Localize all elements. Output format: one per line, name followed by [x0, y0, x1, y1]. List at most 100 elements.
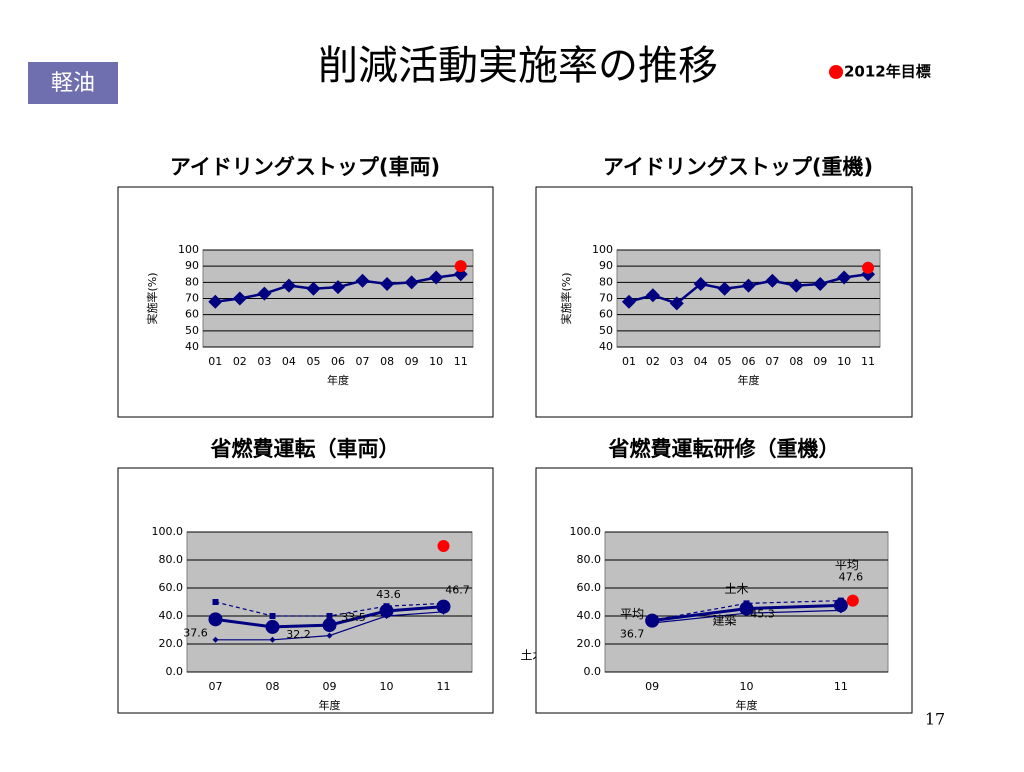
x-axis-label: 年度 — [327, 373, 349, 387]
badge-box — [28, 62, 118, 104]
y-tick-label: 20.0 — [577, 637, 602, 650]
data-point — [669, 296, 684, 311]
target-point — [846, 594, 859, 607]
y-tick-label: 90 — [185, 259, 199, 272]
x-tick-label: 03 — [670, 355, 684, 368]
x-tick-label: 07 — [209, 680, 223, 693]
data-point — [269, 636, 276, 643]
data-point — [326, 632, 333, 639]
x-tick-label: 11 — [437, 680, 451, 693]
y-tick-label: 40 — [185, 340, 199, 353]
x-tick-label: 08 — [789, 355, 803, 368]
data-point — [837, 270, 852, 285]
data-label: 36.7 — [620, 628, 645, 641]
badge: 軽油 — [51, 71, 95, 96]
x-tick-label: 05 — [306, 355, 320, 368]
x-tick-label: 09 — [323, 680, 337, 693]
series-label: 平均 — [620, 607, 644, 621]
data-point — [331, 280, 345, 295]
y-tick-label: 60 — [599, 308, 613, 321]
y-tick-label: 90 — [599, 259, 613, 272]
series-label: 建築 — [712, 613, 736, 628]
x-tick-label: 08 — [380, 355, 394, 368]
y-axis-label: 実施率(%) — [559, 272, 573, 324]
y-tick-label: 80 — [185, 275, 199, 288]
data-point — [765, 273, 780, 288]
data-point — [741, 278, 756, 293]
y-tick-label: 100 — [592, 243, 613, 256]
legend-label: 2012年目標 — [844, 63, 931, 81]
y-tick-label: 70 — [185, 292, 199, 305]
y-tick-label: 40 — [599, 340, 613, 353]
y-tick-label: 60.0 — [577, 581, 602, 594]
data-label: 45.3 — [750, 608, 775, 621]
data-point — [257, 286, 272, 301]
data-point — [281, 278, 296, 293]
chart-title: 省燃費運転研修（重機） — [608, 437, 840, 461]
x-tick-label: 06 — [331, 355, 345, 368]
target-point — [437, 540, 450, 552]
y-tick-label: 50 — [185, 324, 199, 337]
y-tick-label: 80 — [599, 275, 613, 288]
data-point — [739, 601, 754, 616]
x-tick-label: 09 — [813, 355, 827, 368]
x-tick-label: 10 — [429, 355, 443, 368]
chart-title: アイドリングストップ(重機) — [603, 155, 873, 179]
y-tick-label: 80.0 — [159, 553, 184, 566]
y-tick-label: 50 — [599, 324, 613, 337]
data-label: 47.6 — [839, 570, 864, 583]
x-axis-label: 年度 — [736, 698, 758, 712]
data-point — [208, 612, 223, 627]
data-point — [379, 603, 394, 618]
data-point — [645, 288, 660, 303]
data-point — [833, 598, 848, 613]
data-point — [436, 599, 451, 614]
x-tick-label: 10 — [380, 680, 394, 693]
data-label: 33.5 — [341, 611, 366, 624]
data-label: 43.6 — [376, 588, 401, 601]
y-tick-label: 100.0 — [570, 525, 602, 538]
x-tick-label: 08 — [266, 680, 280, 693]
y-tick-label: 80.0 — [577, 553, 602, 566]
x-tick-label: 11 — [454, 355, 468, 368]
data-point — [232, 291, 247, 306]
data-point — [380, 276, 395, 291]
data-point — [322, 618, 337, 633]
y-tick-label: 40.0 — [159, 609, 184, 622]
x-tick-label: 09 — [405, 355, 419, 368]
data-label: 37.6 — [183, 626, 208, 639]
x-tick-label: 11 — [861, 355, 875, 368]
x-tick-label: 10 — [837, 355, 851, 368]
target-point — [454, 260, 467, 273]
x-tick-label: 10 — [740, 680, 754, 693]
y-tick-label: 60 — [185, 308, 199, 321]
data-point — [693, 276, 708, 291]
page-number: 17 — [925, 710, 945, 729]
data-point — [355, 273, 370, 288]
y-tick-label: 40.0 — [577, 609, 602, 622]
y-tick-label: 20.0 — [159, 637, 184, 650]
x-axis-label: 年度 — [319, 698, 341, 712]
x-tick-label: 09 — [645, 680, 659, 693]
slide-title: 削減活動実施率の推移 — [318, 43, 718, 89]
data-point — [212, 599, 219, 605]
x-tick-label: 01 — [622, 355, 636, 368]
data-point — [208, 294, 223, 309]
y-tick-label: 0.0 — [584, 665, 602, 678]
y-tick-label: 100 — [178, 243, 199, 256]
x-tick-label: 07 — [356, 355, 370, 368]
x-tick-label: 04 — [694, 355, 708, 368]
data-point — [265, 619, 280, 634]
x-tick-label: 03 — [257, 355, 271, 368]
chart-title: 省燃費運転（車両） — [210, 437, 400, 461]
x-tick-label: 07 — [765, 355, 779, 368]
data-point — [326, 613, 333, 619]
x-tick-label: 06 — [742, 355, 756, 368]
data-point — [212, 636, 219, 643]
data-point — [645, 613, 660, 628]
y-tick-label: 60.0 — [159, 581, 184, 594]
y-tick-label: 100.0 — [152, 525, 184, 538]
legend-marker — [829, 65, 843, 79]
data-point — [306, 281, 321, 296]
